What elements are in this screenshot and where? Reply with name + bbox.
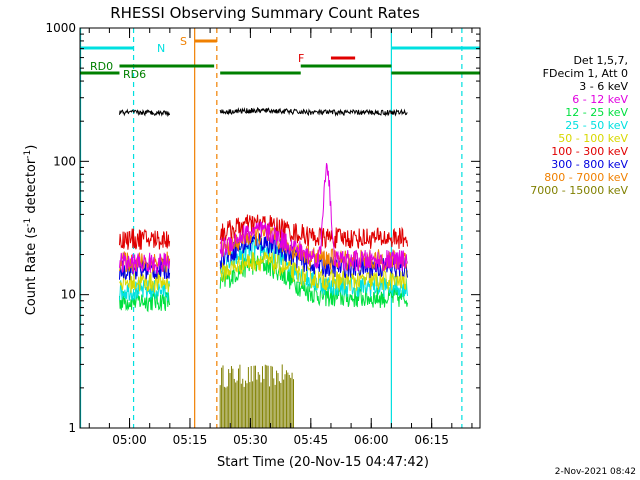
legend-entry: 50 - 100 keV [558,132,628,145]
chart-title: RHESSI Observing Summary Count Rates [110,4,420,22]
y-tick-label: 1000 [45,21,76,35]
x-tick-label: 06:15 [414,433,449,447]
x-axis: 05:00 05:15 05:30 05:45 06:00 06:15 [88,28,473,447]
x-tick-label: 05:30 [233,433,268,447]
series-50-100-kev [119,251,408,293]
data-gap-lines [79,28,463,428]
plot-frame [79,27,481,429]
x-tick-label: 05:45 [294,433,329,447]
flare-flag-label: F [298,52,304,65]
y-tick-label: 100 [53,154,76,168]
legend-entry: 100 - 300 keV [551,145,628,158]
legend-header: FDecim 1, Att 0 [543,67,628,80]
rd0-flag-label: RD0 [90,60,113,73]
night-flag-label: N [157,42,165,55]
legend-entry: 7000 - 15000 keV [530,184,628,197]
series-100-300-kev [119,214,408,250]
y-tick-label: 1 [68,421,76,435]
x-tick-label: 05:00 [112,433,147,447]
legend-header: Det 1,5,7, [573,54,628,67]
rd6-flag-label: RD6 [123,68,146,81]
y-axis: 1 10 100 1000 [45,21,480,435]
legend-entry: 800 - 7000 keV [544,171,628,184]
series-3-6-kev [119,106,408,118]
y-tick-label: 10 [61,288,76,302]
legend-entry: 300 - 800 keV [551,158,628,171]
saa-flag-label: S [180,35,187,48]
y-axis-label: Count Rate (s-1 detector-1) [23,145,39,316]
legend-entry: 3 - 6 keV [579,80,628,93]
legend-entry: 6 - 12 keV [572,93,628,106]
x-axis-label: Start Time (20-Nov-15 04:47:42) [217,455,429,470]
legend-entry: 12 - 25 keV [565,106,628,119]
x-tick-label: 05:15 [173,433,208,447]
state-flags: N S F RD0 RD6 [80,35,480,81]
legend-entry: 25 - 50 keV [565,119,628,132]
generated-date: 2-Nov-2021 08:42 [555,467,636,477]
series-6-12-kev [119,162,408,275]
series-lines [119,106,408,428]
x-tick-label: 06:00 [354,433,389,447]
